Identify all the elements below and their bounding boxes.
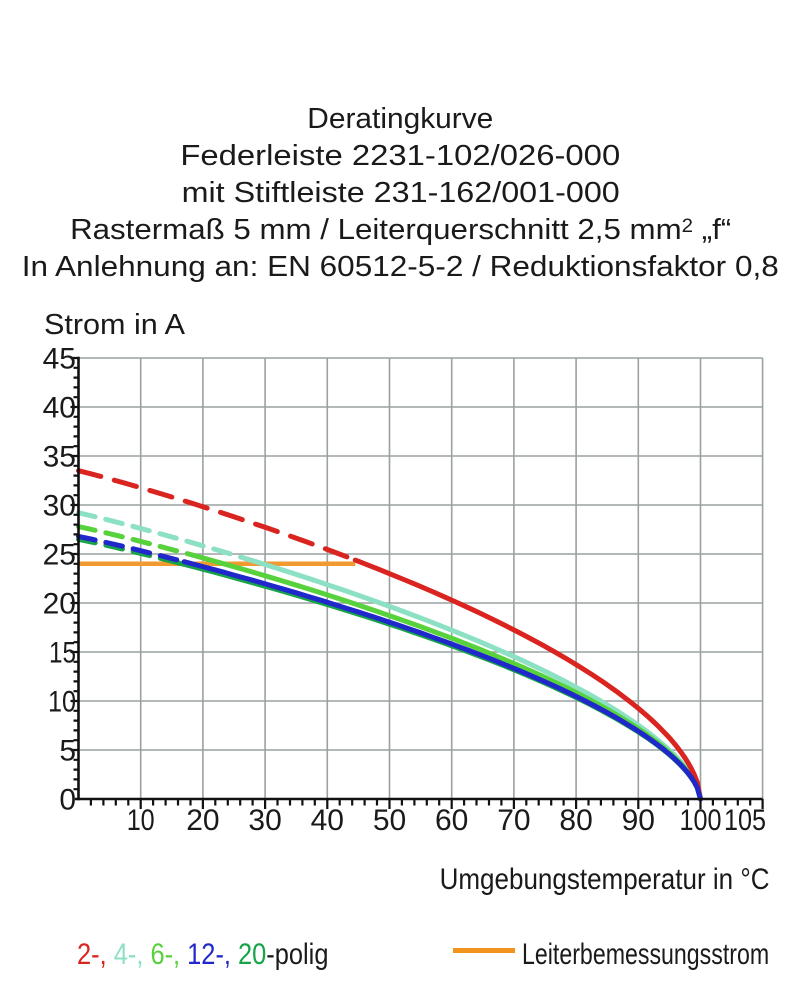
svg-text:30: 30 (43, 490, 76, 523)
svg-text:40: 40 (311, 804, 344, 837)
svg-text:20: 20 (43, 588, 76, 621)
svg-text:60: 60 (435, 804, 468, 837)
svg-text:100: 100 (680, 804, 722, 837)
svg-text:25: 25 (43, 539, 76, 572)
svg-text:45: 45 (43, 343, 76, 376)
svg-text:70: 70 (497, 804, 530, 837)
svg-text:15: 15 (49, 637, 76, 670)
svg-text:30: 30 (248, 804, 281, 837)
svg-text:10: 10 (127, 804, 155, 837)
svg-text:105: 105 (724, 804, 766, 837)
svg-text:5: 5 (59, 735, 76, 768)
svg-text:40: 40 (43, 392, 76, 425)
svg-text:0: 0 (59, 784, 76, 817)
svg-text:20: 20 (186, 804, 219, 837)
svg-text:35: 35 (43, 441, 76, 474)
svg-text:80: 80 (559, 804, 592, 837)
svg-text:10: 10 (48, 686, 76, 719)
svg-text:90: 90 (622, 804, 655, 837)
svg-text:50: 50 (373, 804, 406, 837)
